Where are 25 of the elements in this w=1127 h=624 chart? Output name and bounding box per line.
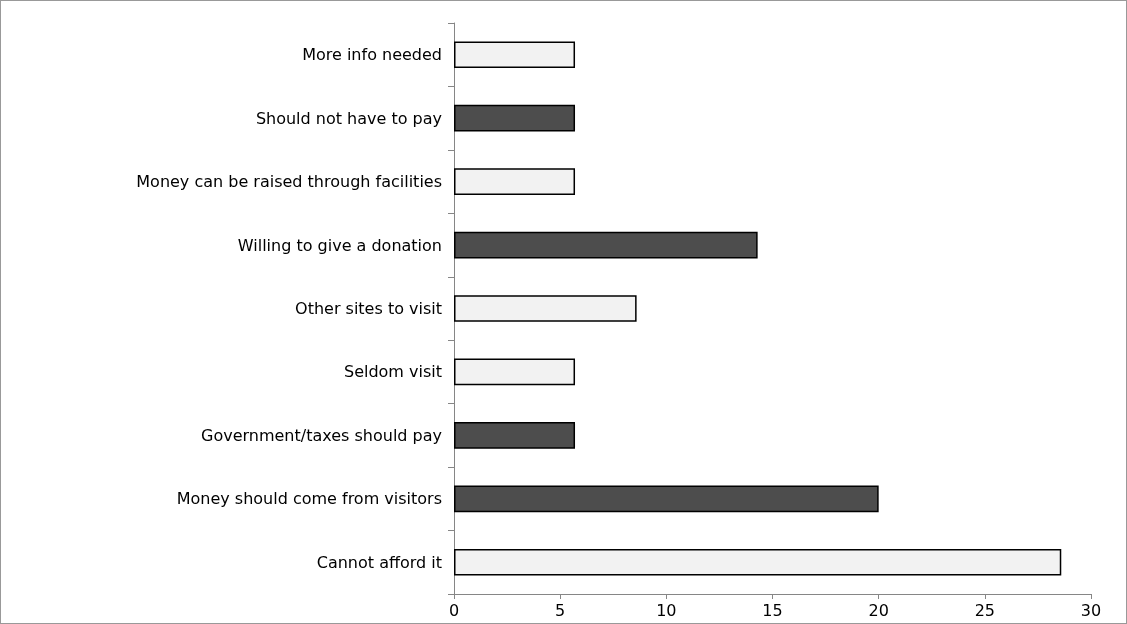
y-tick-label: Cannot afford it (316, 552, 442, 572)
bar (454, 41, 576, 69)
bar (454, 422, 576, 449)
bar (454, 485, 879, 513)
bar (454, 548, 1062, 576)
y-tick-label: Government/taxes should pay (200, 425, 442, 445)
y-tick-label: Should not have to pay (255, 108, 442, 128)
bar (454, 168, 576, 195)
bar (454, 295, 637, 322)
y-tick-label: More info needed (302, 45, 442, 65)
x-tick-label: 15 (762, 600, 783, 620)
x-tick-label: 30 (1080, 600, 1102, 620)
x-tick-label: 25 (974, 600, 996, 620)
x-tick-label: 5 (555, 600, 566, 620)
y-tick-label: Other sites to visit (295, 299, 442, 318)
y-tick-label: Money should come from visitors (176, 489, 442, 509)
x-tick-label: 0 (448, 600, 460, 620)
bar (454, 231, 758, 259)
x-tick-label: 10 (656, 600, 677, 620)
y-tick-label: Willing to give a donation (237, 235, 442, 255)
bar (454, 358, 576, 386)
x-tick-label: 20 (868, 600, 889, 620)
bar (454, 104, 576, 132)
y-tick-label: Money can be raised through facilities (136, 172, 442, 192)
y-tick-label: Seldom visit (343, 362, 442, 382)
